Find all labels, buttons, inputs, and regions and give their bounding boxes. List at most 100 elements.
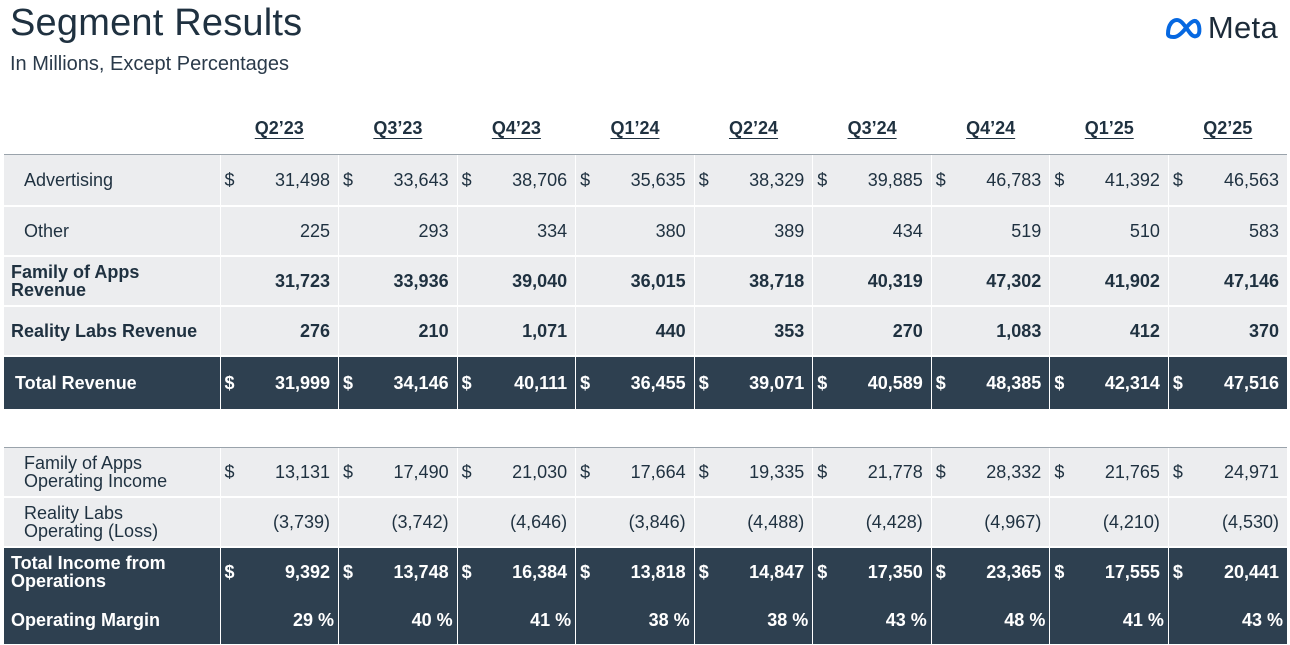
currency-symbol: $: [343, 372, 354, 393]
value-cell: 1,083: [930, 306, 1050, 357]
operating-margin-row: Operating Margin 29 % 40 % 41 % 38 % 38 % 43 %…: [4, 596, 1287, 644]
row-label: Reality Labs Revenue: [4, 306, 220, 357]
cell-value: 47,302: [986, 270, 1042, 291]
cell-value: 43 %: [1241, 609, 1283, 630]
value-cell: (4,210): [1049, 497, 1169, 548]
currency-symbol: $: [1172, 461, 1183, 482]
value-cell: $38,329: [693, 154, 813, 207]
row-label-line: Operating (Loss): [24, 521, 159, 541]
value-cell: 370: [1167, 306, 1287, 357]
cell-value: (4,967): [984, 511, 1042, 532]
cell-value: 353: [774, 320, 805, 341]
currency-symbol: $: [817, 461, 828, 482]
currency-symbol: $: [580, 169, 591, 190]
cell-value: 9,392: [285, 561, 331, 582]
currency-symbol: $: [935, 561, 946, 582]
row-label-line: Reality Labs: [24, 503, 124, 523]
value-cell: 41 %: [456, 596, 576, 644]
currency-symbol: $: [461, 169, 472, 190]
cell-value: 40 %: [411, 609, 453, 630]
cell-value: 48 %: [1004, 609, 1046, 630]
row-label-line: Family of Apps: [24, 453, 143, 473]
value-cell: $48,385: [930, 356, 1050, 409]
cell-value: (4,530): [1221, 511, 1279, 532]
cell-value: (3,846): [628, 511, 686, 532]
cell-value: 28,332: [986, 461, 1042, 482]
cell-value: (4,646): [510, 511, 568, 532]
value-cell: 1,071: [456, 306, 576, 357]
quarter-header: Q2’23: [254, 118, 304, 138]
value-cell: $38,706: [456, 154, 576, 207]
value-cell: $17,555: [1049, 547, 1169, 596]
value-cell: 48 %: [930, 596, 1050, 644]
cell-value: 31,498: [274, 169, 331, 190]
value-cell: (4,428): [812, 497, 932, 548]
cell-value: 21,778: [867, 461, 923, 482]
value-cell: $13,748: [338, 547, 458, 596]
quarter-header: Q1’25: [1084, 118, 1134, 138]
value-cell: 31,723: [219, 256, 339, 307]
income-table: Family of Apps Operating Income $13,131 $17…: [4, 447, 1287, 644]
value-cell: $33,643: [338, 154, 458, 207]
cell-value: (4,428): [865, 511, 923, 532]
cell-value: 41 %: [1122, 609, 1164, 630]
cell-value: 41,902: [1104, 270, 1160, 291]
value-cell: 43 %: [1167, 596, 1287, 644]
value-cell: $31,999: [219, 356, 339, 409]
cell-value: 440: [655, 320, 686, 341]
currency-symbol: $: [1054, 169, 1065, 190]
currency-symbol: $: [580, 461, 591, 482]
value-cell: 353: [693, 306, 813, 357]
value-cell: 583: [1167, 206, 1287, 257]
cell-value: 270: [892, 320, 923, 341]
value-cell: 412: [1049, 306, 1169, 357]
row-label: Advertising: [4, 154, 220, 207]
quarter-header: Q4’24: [966, 118, 1016, 138]
currency-symbol: $: [224, 169, 235, 190]
cell-value: 17,555: [1104, 561, 1160, 582]
row-label: Other: [4, 206, 220, 257]
currency-symbol: $: [1172, 372, 1183, 393]
value-cell: 41 %: [1049, 596, 1169, 644]
value-cell: 39,040: [456, 256, 576, 307]
cell-value: 38 %: [648, 609, 690, 630]
value-cell: (3,846): [575, 497, 695, 548]
value-cell: $39,071: [693, 356, 813, 409]
row-label-text: Advertising: [24, 169, 114, 190]
currency-symbol: $: [1054, 372, 1065, 393]
value-cell: 36,015: [575, 256, 695, 307]
quarter-header: Q4’23: [491, 118, 541, 138]
cell-value: 210: [418, 320, 449, 341]
value-cell: $39,885: [812, 154, 932, 207]
value-cell: 47,146: [1167, 256, 1287, 307]
advertising-row: Advertising $31,498 $33,643 $38,706 $35,635 $…: [4, 154, 1287, 207]
value-cell: 33,936: [338, 256, 458, 307]
row-label-line: Operations: [11, 571, 107, 591]
currency-symbol: $: [224, 461, 235, 482]
cell-value: 38,329: [749, 169, 805, 190]
value-cell: $31,498: [219, 154, 339, 207]
value-cell: $19,335: [693, 447, 813, 498]
currency-symbol: $: [580, 561, 591, 582]
value-cell: (3,739): [219, 497, 339, 548]
currency-symbol: $: [817, 169, 828, 190]
currency-symbol: $: [698, 169, 709, 190]
cell-value: 46,783: [986, 169, 1042, 190]
row-label-text: Total Revenue: [15, 372, 137, 393]
value-cell: $47,516: [1167, 356, 1287, 409]
quarter-header-row: Q2’23 Q3’23 Q4’23 Q1’24 Q2’24 Q3’24 Q4’2…: [220, 118, 1287, 144]
value-cell: (4,646): [456, 497, 576, 548]
row-label-text: Operating Margin: [11, 609, 161, 630]
cell-value: 29 %: [293, 609, 335, 630]
cell-value: 48,385: [986, 372, 1042, 393]
meta-infinity-icon: [1165, 18, 1202, 39]
cell-value: 36,455: [630, 372, 686, 393]
row-label-line: Family of Apps: [11, 262, 140, 282]
cell-value: 17,490: [393, 461, 449, 482]
value-cell: 270: [812, 306, 932, 357]
revenue-table: Advertising $31,498 $33,643 $38,706 $35,635 $…: [4, 154, 1287, 409]
value-cell: (3,742): [338, 497, 458, 548]
value-cell: 38 %: [693, 596, 813, 644]
currency-symbol: $: [461, 461, 472, 482]
cell-value: 39,071: [749, 372, 805, 393]
